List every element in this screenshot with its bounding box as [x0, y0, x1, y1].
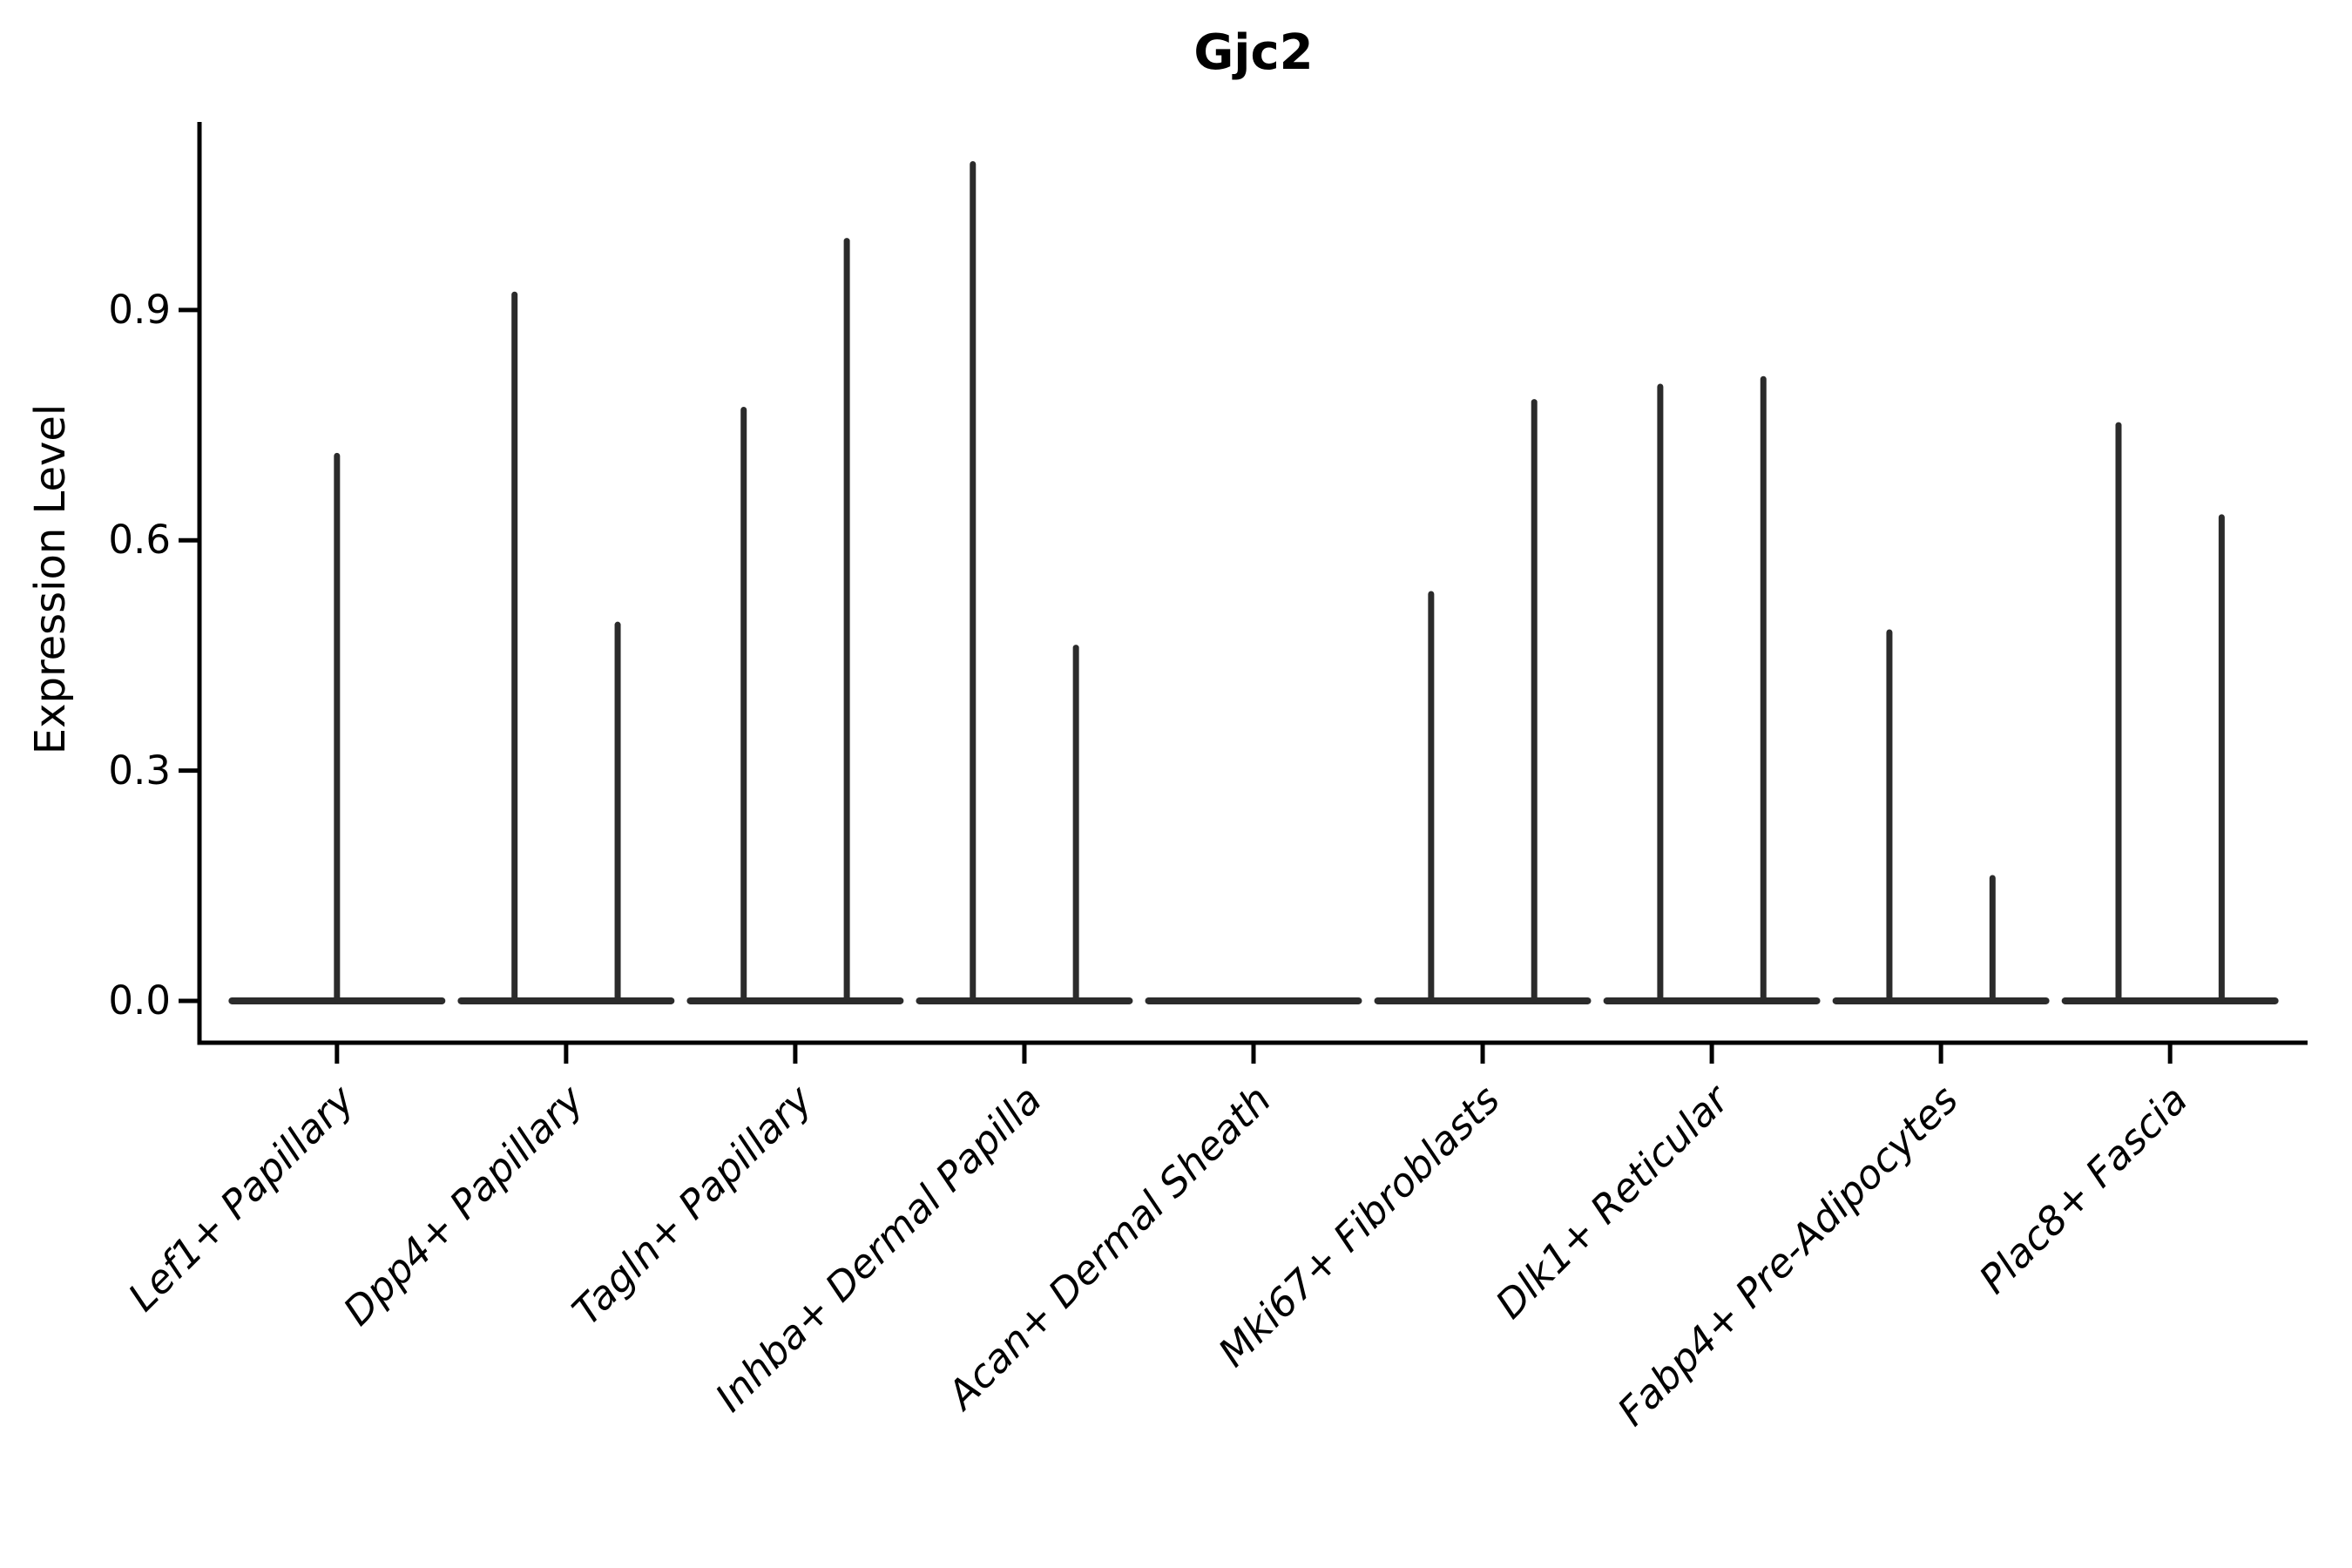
y-tick-label: 0.0 — [108, 977, 171, 1024]
y-tick-label: 0.3 — [108, 747, 171, 794]
y-tick-label: 0.6 — [108, 517, 171, 564]
y-tick-label: 0.9 — [108, 286, 171, 333]
y-axis-title-text: Expression Level — [26, 403, 75, 755]
chart-title: Gjc2 — [1193, 24, 1314, 81]
